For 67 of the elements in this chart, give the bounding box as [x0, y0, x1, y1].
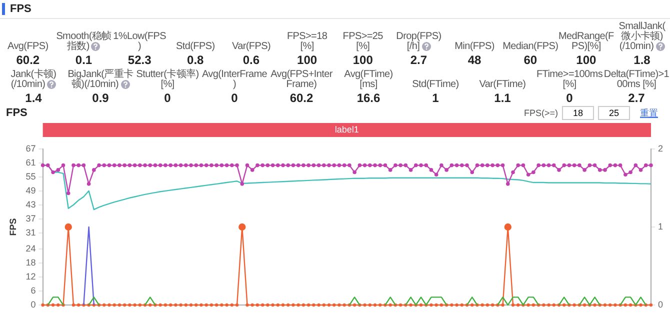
- y2-tick-label: 0: [658, 300, 664, 310]
- text: 60.2: [15, 53, 41, 68]
- text: 0.1: [74, 53, 94, 68]
- text: Var(FTime): [479, 79, 526, 90]
- chart-title: FPS: [6, 107, 28, 120]
- text: Delta(FTime)>100ms [%]: [604, 69, 670, 90]
- text: 48: [466, 53, 482, 68]
- text: 0.8: [186, 53, 205, 68]
- text: 1.8: [632, 53, 652, 68]
- text: 60.2: [288, 91, 314, 106]
- text: 1%Low(FPS): [113, 31, 166, 52]
- text: Std(FTime): [412, 79, 459, 90]
- text: 0: [565, 91, 574, 106]
- text: 重置: [640, 106, 658, 120]
- y2-tick-label: 2: [658, 144, 664, 154]
- text: 100: [296, 53, 318, 68]
- text: Jank(卡顿)(/10min): [10, 69, 56, 90]
- y-tick-label: 12: [26, 272, 36, 282]
- text: Median(FPS): [502, 41, 558, 52]
- text: 0: [230, 91, 239, 106]
- text: Drop(FPS) [/h]: [396, 31, 442, 52]
- text: FPS>=25 [%]: [342, 31, 383, 52]
- y-tick-label: 24: [26, 244, 36, 254]
- y-tick-label: 67: [26, 144, 36, 154]
- text: 0.9: [91, 91, 110, 106]
- y2-tick-label: 1: [658, 222, 664, 232]
- text: FPS(>=): [524, 108, 558, 118]
- y-axis-title: FPS: [8, 218, 18, 236]
- text: Avg(FTime) [ms]: [344, 69, 393, 90]
- text: 2.7: [409, 53, 428, 68]
- text: Avg(FPS): [8, 41, 48, 52]
- text: Avg(FPS+InterFrame): [270, 69, 332, 90]
- text: FTime>=100ms [%]: [536, 69, 603, 90]
- text: 18: [562, 106, 594, 120]
- text: FPS: [10, 3, 32, 15]
- y-tick-label: 18: [26, 258, 36, 268]
- y-tick-label: 31: [26, 228, 36, 238]
- text: 25: [598, 106, 630, 120]
- text: 1.4: [24, 91, 43, 106]
- y-tick-label: 43: [26, 200, 36, 210]
- text: 16.6: [356, 91, 382, 106]
- text: FPS>=18 [%]: [286, 31, 328, 52]
- y-tick-label: 6: [30, 286, 36, 296]
- text: MedRange(FPS)[%]: [558, 31, 614, 52]
- text: Min(FPS): [454, 41, 494, 52]
- text: Smooth(稳帧指数): [56, 31, 112, 52]
- text: Var(FPS): [232, 41, 270, 52]
- text: Avg(InterFrame): [202, 69, 268, 90]
- y-tick-label: 61: [26, 158, 36, 168]
- text: 100: [575, 53, 598, 68]
- text: 0: [163, 91, 172, 106]
- text: label1: [334, 124, 359, 135]
- text: 1: [431, 91, 440, 106]
- text: Stutter(卡顿率) [%]: [136, 69, 199, 90]
- text: BigJank(严重卡顿)(/10min): [68, 69, 134, 90]
- text: 52.3: [126, 53, 152, 68]
- text: 60: [522, 53, 538, 68]
- y-tick-label: 0: [30, 300, 36, 310]
- y-tick-label: 55: [26, 172, 36, 182]
- text: SmallJank(微小卡顿)(/10min): [618, 21, 666, 52]
- text: 2.7: [627, 91, 646, 106]
- text: 0.6: [242, 53, 261, 68]
- text: 100: [352, 53, 374, 68]
- text: Std(FPS): [176, 41, 215, 52]
- text: 1.1: [493, 91, 512, 106]
- y-tick-label: 49: [26, 186, 36, 196]
- y-tick-label: 37: [26, 214, 36, 224]
